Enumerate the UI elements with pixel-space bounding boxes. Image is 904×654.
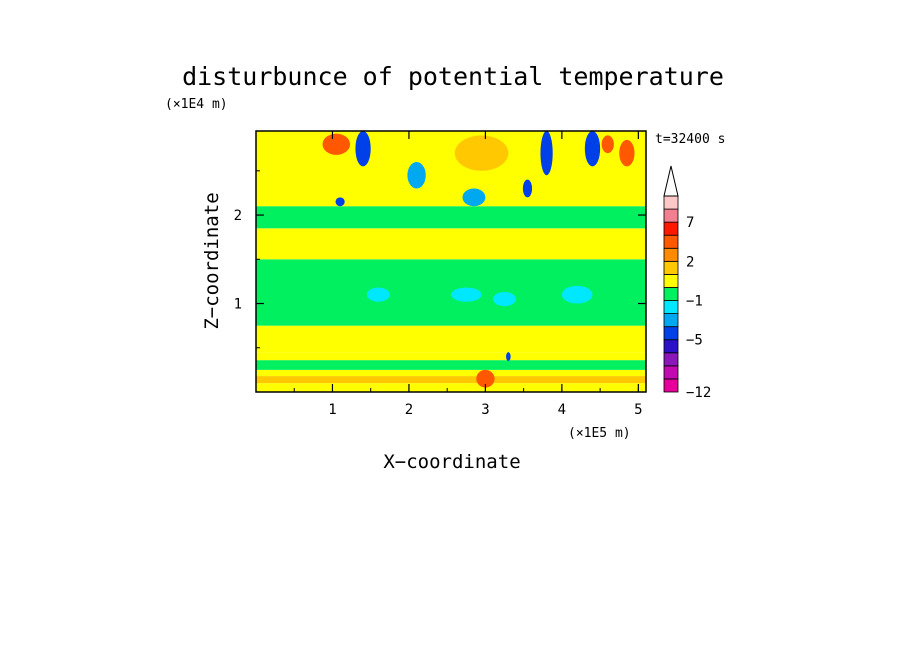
contour-feature [256,148,333,185]
contour-band [256,352,646,361]
contour-feature [561,285,593,304]
contour-feature [407,161,426,189]
colorbar-swatch [663,378,679,393]
contour-field [256,131,646,392]
contour-feature [522,179,533,198]
x-axis-label: X−coordinate [383,451,520,473]
contour-feature [335,197,345,207]
x-unit-label: (×1E5 m) [568,426,631,441]
colorbar-swatch [663,339,679,354]
colorbar-swatch [663,273,679,288]
contour-feature [584,131,601,167]
contour-feature [462,188,486,207]
y-axis-label: Z−coordinate [201,192,223,329]
y-unit-label: (×1E4 m) [165,97,228,112]
x-tick-label: 5 [634,402,642,418]
contour-band [256,325,646,353]
colorbar-label: 7 [686,215,694,231]
chart-title: disturbunce of potential temperature [182,62,724,91]
colorbar-label: −5 [686,333,703,349]
contour-feature [506,352,511,362]
contour-feature [454,135,509,171]
contour-band [256,383,646,392]
contour-band [256,206,646,229]
colorbar-swatch [663,300,679,314]
colorbar-swatch [663,260,679,275]
colorbar-swatch [663,208,679,223]
contour-band [256,376,646,384]
contour-feature [355,131,371,167]
contour-band [256,360,646,370]
plot-axes: 1 2 3 4 5 1 2 [234,130,647,418]
y-tick-label: 1 [234,297,242,313]
plot-frame [255,130,647,393]
colorbar-swatch [663,234,679,249]
contour-feature [493,292,516,307]
time-annotation: t=32400 s [655,132,725,147]
colorbar-label: −1 [686,294,703,310]
contour-band [256,228,646,260]
colorbar-swatch [663,221,679,236]
contour-feature [601,135,614,154]
contour-feature [451,287,482,302]
colorbar-swatch [663,326,679,341]
y-tick-label: 2 [234,208,242,224]
contour-feature [540,131,553,176]
x-tick-label: 1 [328,402,336,418]
contour-feature [366,287,390,302]
colorbar-swatch [663,365,679,380]
colorbar-swatch [663,313,679,328]
contour-band [256,369,646,377]
colorbar-swatch [663,352,679,367]
contour-feature [476,369,495,388]
colorbar-label: 2 [686,254,694,270]
colorbar-label: −12 [686,385,711,401]
x-tick-label: 3 [481,402,489,418]
colorbar-swatch [663,247,679,262]
x-tick-label: 4 [558,402,566,418]
colorbar-swatch [663,287,679,301]
contour-feature [322,133,351,155]
contour-feature [619,139,635,167]
colorbar-swatch [663,195,679,210]
x-tick-label: 2 [405,402,413,418]
colorbar: −12−5−127 [663,165,711,401]
colorbar-extend-arrow [663,165,679,197]
